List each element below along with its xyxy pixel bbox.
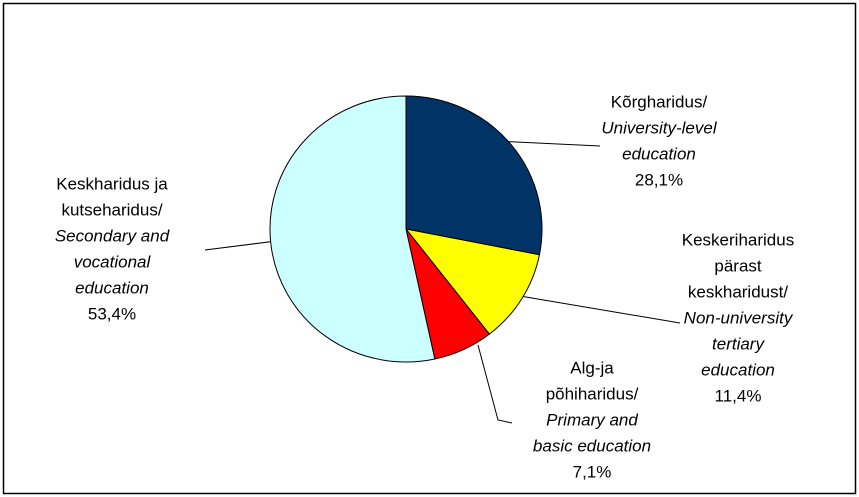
slice-label: Keskeriharidus: [682, 230, 794, 249]
slice-label: kutseharidus/: [61, 200, 162, 219]
slice-label-en: tertiary: [712, 334, 765, 353]
slice-label: Keskharidus ja: [56, 174, 168, 193]
value-label: 11,4%: [715, 386, 762, 405]
slice-label-en: education: [75, 278, 149, 297]
slice-label-en: Primary and: [546, 410, 638, 429]
value-label: 28,1%: [635, 170, 683, 189]
slice-label: põhiharidus/: [546, 384, 639, 403]
slice-label-en: University-level: [601, 118, 717, 137]
slice-label-en: education: [622, 144, 696, 163]
slice-label-en: Secondary and: [55, 226, 170, 245]
slice-label: keskharidust/: [688, 282, 788, 301]
slice-label-en: vocational: [74, 252, 152, 271]
pie-slice: [405, 95, 543, 256]
leader-line: [477, 344, 513, 424]
slice-label: pärast: [714, 256, 762, 275]
pie-slice: [404, 228, 541, 335]
slice-label-en: Non-university: [684, 308, 794, 327]
slice-label-en: education: [701, 360, 775, 379]
value-label: 7,1%: [573, 462, 612, 481]
slice-label: Kõrgharidus/: [611, 92, 708, 111]
slice-label: Alg-ja: [570, 358, 614, 377]
leader-line: [519, 295, 681, 324]
pie-slice: [269, 95, 436, 363]
value-label: 53,4%: [88, 304, 136, 323]
slice-label-en: basic education: [533, 436, 651, 455]
